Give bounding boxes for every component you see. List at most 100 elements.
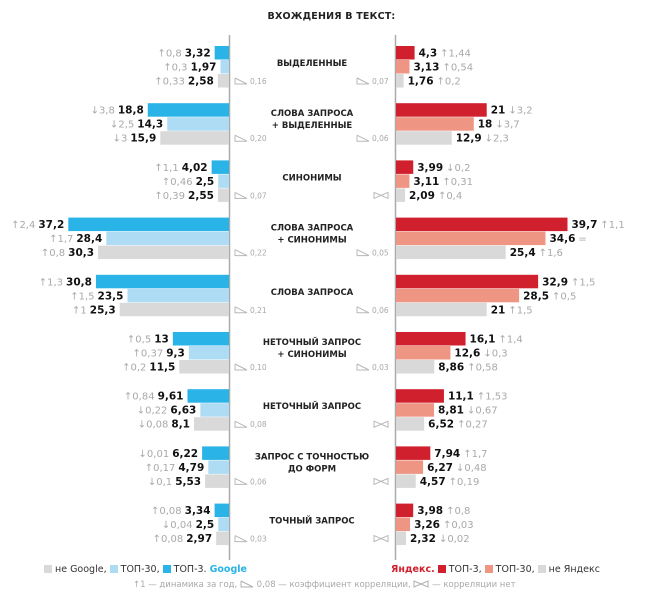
dynamics-label-google-top3: ↑2,4 — [11, 220, 35, 231]
dynamics-label-not-yandex: ↑0,19 — [449, 477, 480, 488]
legend-item-yandex-top30: ТОП-30, — [484, 564, 535, 575]
value-label-not-google: 15,9 — [130, 133, 156, 145]
dynamics-label-not-google: ↓0,1 — [148, 477, 172, 488]
value-label-yandex-top3: 3,98 — [417, 505, 443, 517]
bar-not-google — [217, 74, 229, 88]
dynamics-label-yandex-top3: ↓3,2 — [508, 106, 532, 117]
legend-yandex: Яндекс. ТОП-3, ТОП-30, не Яндекс — [391, 564, 600, 575]
category-label: СЛОВА ЗАПРОСА — [271, 224, 354, 234]
dynamics-label-google-top30: ↓2,5 — [110, 120, 134, 131]
bar-yandex-top3 — [396, 103, 487, 117]
bar-google-top30 — [200, 403, 229, 417]
dynamics-label-yandex-top3: ↓0,2 — [446, 163, 470, 174]
dynamics-label-not-yandex: ↓0,02 — [439, 534, 470, 545]
value-label-google-top3: 37,2 — [38, 219, 64, 231]
correlation-triangle-icon — [356, 249, 370, 257]
dynamics-label-not-google: ↑1 — [72, 305, 87, 316]
bar-not-yandex — [396, 74, 404, 88]
category-label: ЗАПРОС С ТОЧНОСТЬЮ — [255, 452, 369, 462]
dynamics-label-yandex-top30: ↓0,3 — [483, 349, 507, 360]
value-label-yandex-top3: 39,7 — [572, 219, 598, 231]
dynamics-label-not-google: ↑0,8 — [41, 248, 65, 259]
bar-google-top3 — [95, 274, 229, 289]
value-label-yandex-top30: 3,13 — [414, 62, 440, 74]
dynamics-label-not-yandex: ↑0,2 — [437, 77, 461, 88]
value-label-not-yandex: 8,86 — [438, 362, 464, 374]
dynamics-label-yandex-top3: ↑1,4 — [498, 335, 522, 346]
bar-not-google — [217, 188, 229, 202]
value-label-yandex-top3: 32,9 — [542, 276, 568, 288]
bar-yandex-top3 — [396, 389, 444, 403]
bar-not-yandex — [396, 302, 487, 317]
dynamics-label-yandex-top30: ↑0,54 — [442, 63, 473, 74]
dynamics-label-yandex-top3: ↑0,8 — [446, 506, 470, 517]
bar-not-yandex — [396, 531, 407, 546]
value-label-google-top3: 30,8 — [66, 276, 92, 288]
value-label-not-google: 2,55 — [188, 190, 214, 202]
bar-yandex-top3 — [396, 503, 414, 518]
dynamics-label-google-top30: ↑1,7 — [49, 234, 73, 245]
correlation-value-google: 0,20 — [250, 134, 267, 143]
dynamics-label-not-google: ↓3 — [113, 134, 128, 145]
bar-google-top30 — [220, 60, 229, 74]
correlation-triangle-icon — [356, 363, 370, 371]
dynamics-label-not-google: ↓0,08 — [138, 420, 169, 431]
dynamics-label-yandex-top3: ↑1,7 — [463, 449, 487, 460]
dynamics-label-not-yandex: ↑0,58 — [467, 363, 498, 374]
value-label-google-top3: 3,32 — [185, 48, 211, 60]
value-label-not-yandex: 2,09 — [409, 190, 435, 202]
dynamics-label-yandex-top30: ↑0,5 — [552, 291, 576, 302]
correlation-value-google: 0,07 — [250, 191, 267, 200]
dynamics-label-not-google: ↑0,08 — [153, 534, 184, 545]
value-label-yandex-top3: 4,3 — [419, 48, 438, 60]
value-label-not-google: 25,3 — [90, 304, 116, 316]
correlation-triangle-icon — [356, 306, 370, 314]
dynamics-label-google-top3: ↑1,3 — [39, 277, 63, 288]
bar-not-google — [194, 417, 229, 431]
legend-item-not-google: не Google, — [44, 564, 107, 575]
bar-google-top30 — [188, 346, 229, 360]
correlation-value-yandex: 0,06 — [372, 306, 389, 315]
value-label-google-top30: 1,97 — [191, 62, 217, 74]
value-label-yandex-top3: 11,1 — [448, 391, 474, 403]
bar-google-top30 — [218, 517, 229, 532]
value-label-not-google: 8,1 — [171, 419, 190, 431]
bar-not-google — [205, 474, 229, 488]
bar-not-yandex — [396, 474, 416, 488]
dynamics-label-google-top30: ↑0,3 — [163, 63, 187, 74]
bar-google-top30 — [208, 460, 229, 474]
bar-not-google — [160, 131, 229, 145]
correlation-triangle-icon — [234, 306, 248, 314]
bar-yandex-top30 — [396, 403, 435, 417]
correlation-value-google: 0,10 — [250, 363, 267, 372]
dynamics-label-google-top30: ↓0,22 — [137, 406, 168, 417]
bar-yandex-top3 — [396, 46, 415, 60]
legend-swatch — [162, 565, 171, 573]
correlation-triangle-icon — [234, 191, 248, 199]
correlation-value-google: 0,22 — [250, 249, 267, 258]
value-label-google-top3: 13 — [154, 334, 169, 346]
bar-not-google — [179, 360, 229, 374]
correlation-triangle-icon — [234, 535, 248, 543]
category-label: ВЫДЕЛЕННЫЕ — [277, 59, 348, 69]
value-label-yandex-top3: 16,1 — [470, 334, 496, 346]
legend-swatch — [484, 565, 493, 573]
correlation-triangle-icon — [240, 580, 254, 588]
correlation-value-google: 0,08 — [250, 420, 267, 429]
value-label-not-yandex: 1,76 — [408, 76, 434, 88]
legend-item-yandex-top3: ТОП-3, — [437, 564, 482, 575]
category-label: НЕТОЧНЫЙ ЗАПРОС — [263, 400, 361, 412]
bar-google-top3 — [187, 389, 229, 403]
bar-not-yandex — [396, 417, 425, 431]
category-label: + ВЫДЕЛЕННЫЕ — [272, 121, 353, 131]
value-label-google-top30: 28,4 — [76, 233, 102, 245]
bar-yandex-top3 — [396, 446, 431, 460]
bar-google-top3 — [214, 503, 229, 518]
category-label: СЛОВА ЗАПРОСА — [271, 288, 354, 298]
category-label: НЕТОЧНЫЙ ЗАПРОС — [263, 336, 361, 348]
category-label: + СИНОНИМЫ — [277, 350, 346, 360]
bar-google-top3 — [211, 160, 229, 174]
dynamics-label-not-yandex: ↑1,5 — [508, 305, 532, 316]
value-label-not-google: 11,5 — [149, 362, 175, 374]
dynamics-label-google-top3: ↑0,8 — [157, 49, 181, 60]
